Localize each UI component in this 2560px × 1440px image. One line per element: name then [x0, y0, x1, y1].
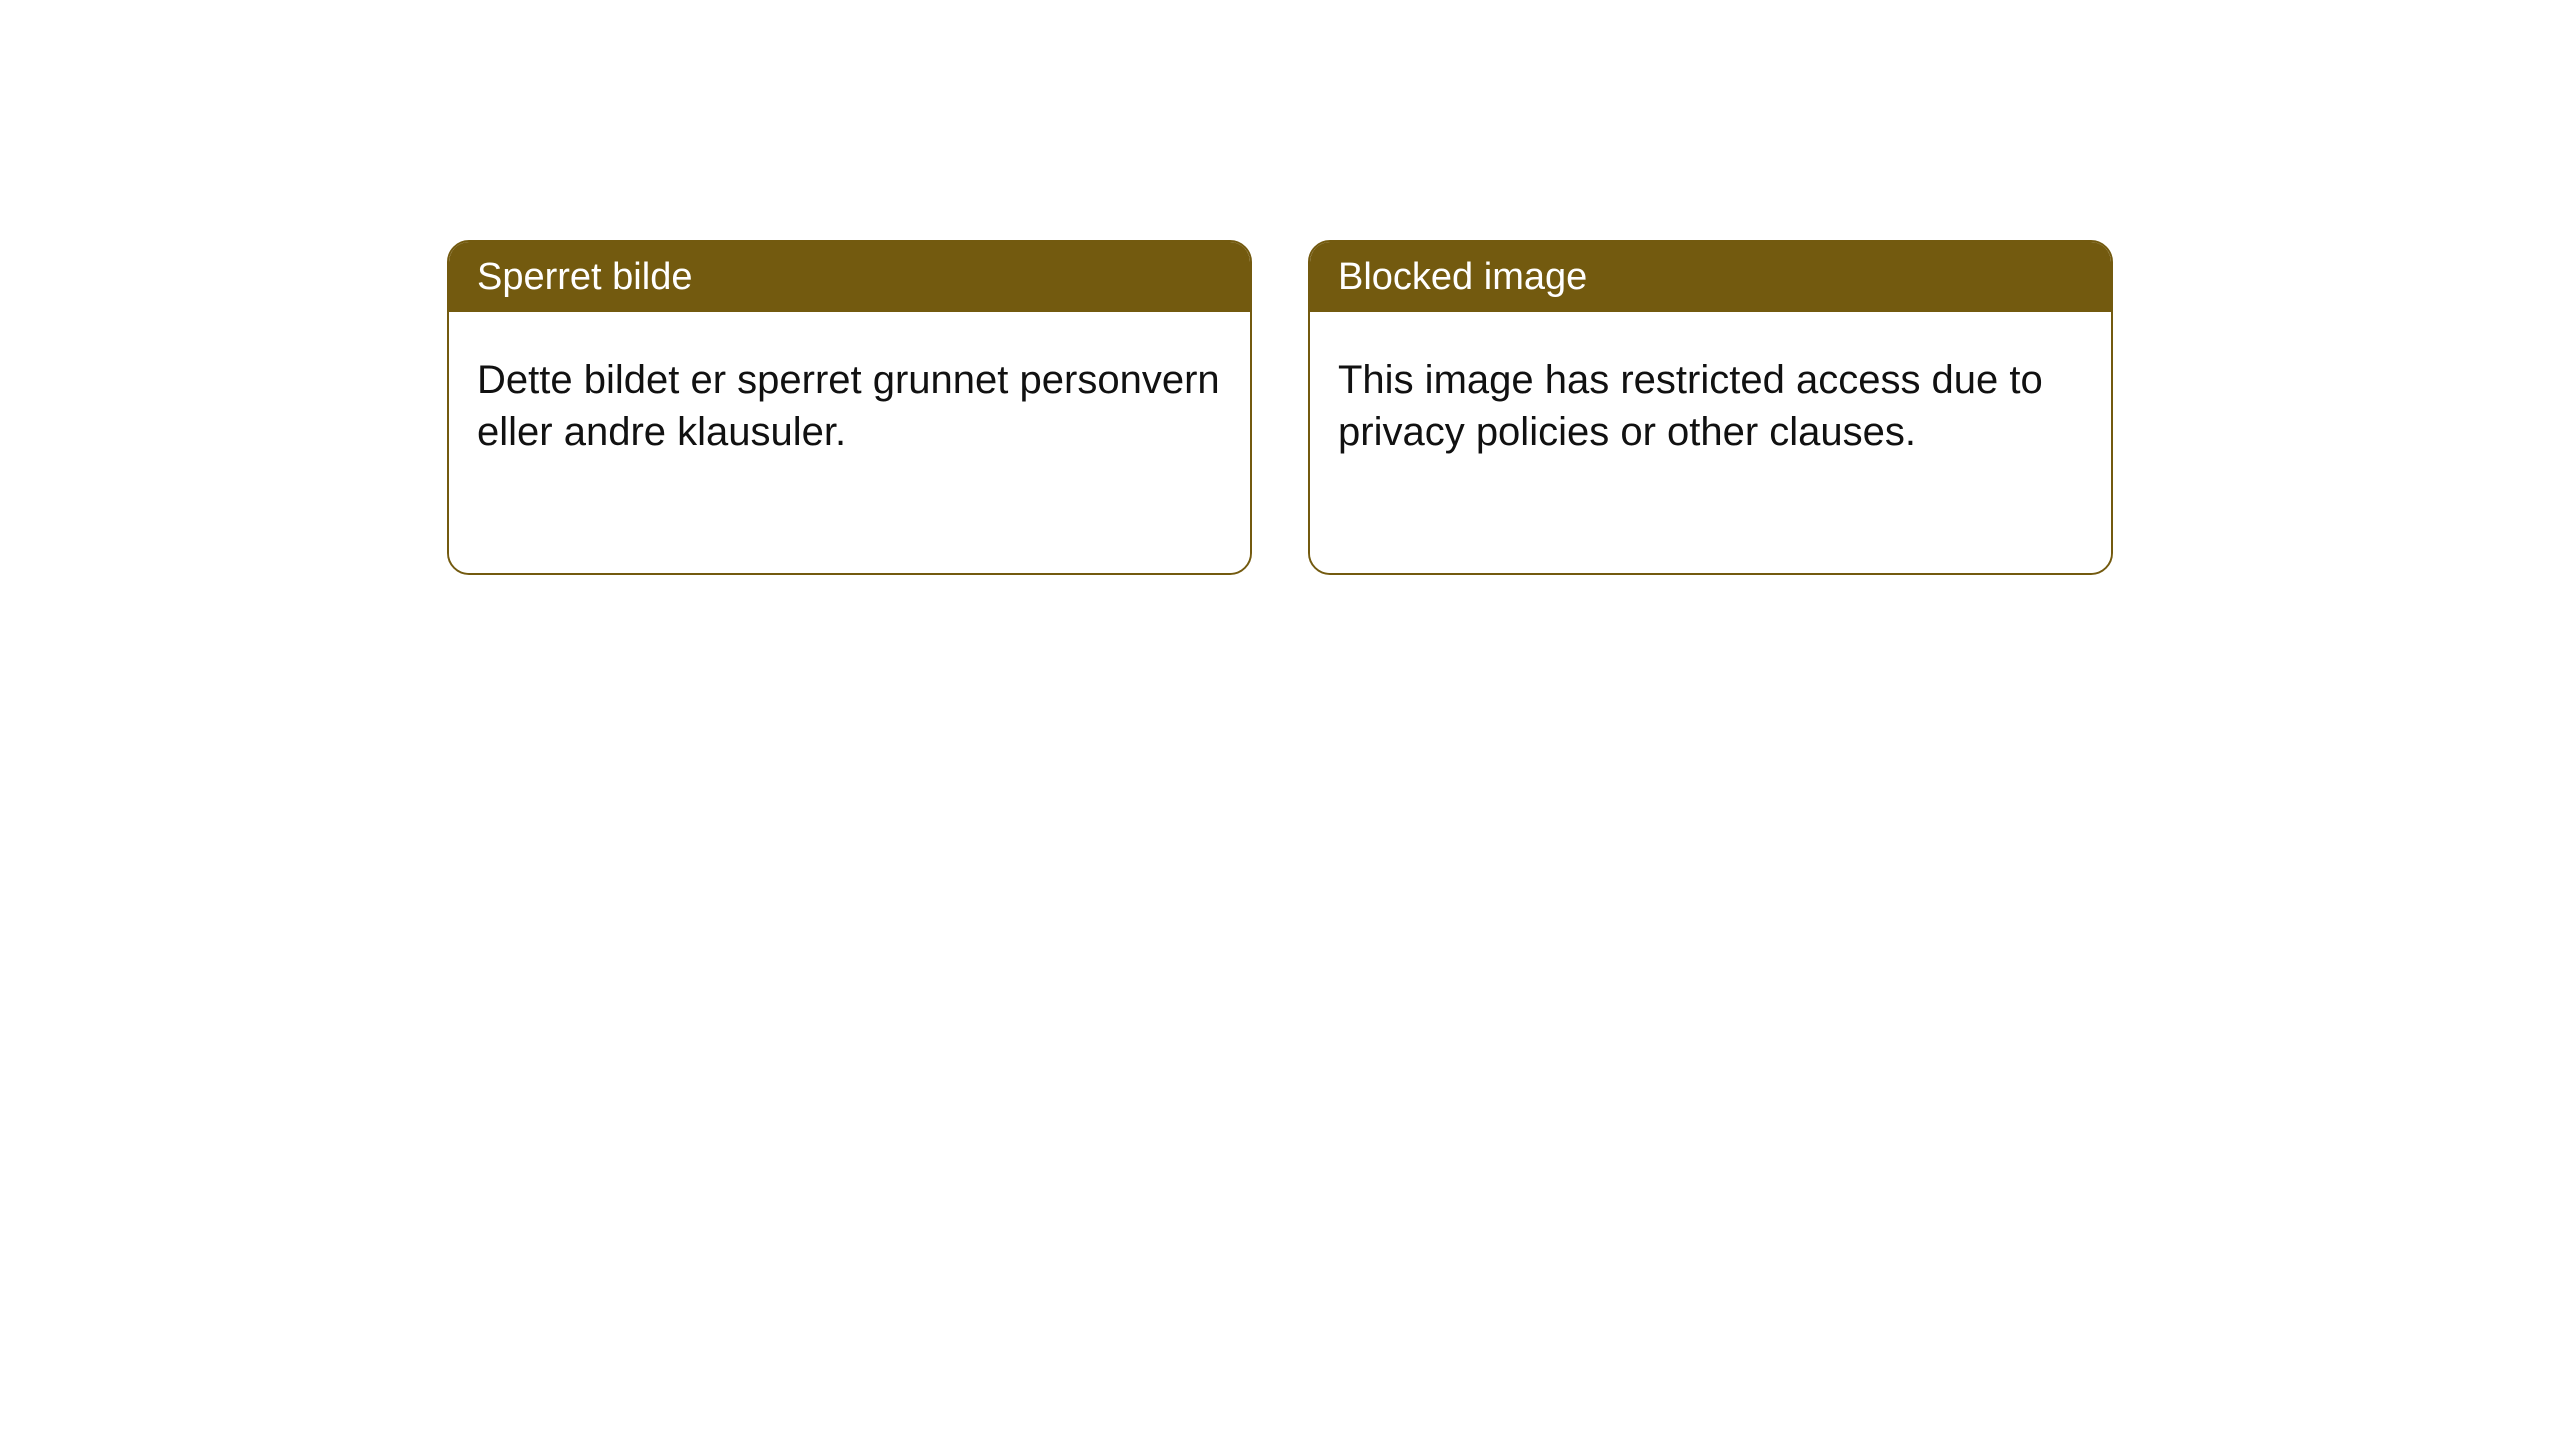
card-blocked-image-no: Sperret bilde Dette bildet er sperret gr…	[447, 240, 1252, 575]
cards-row: Sperret bilde Dette bildet er sperret gr…	[447, 240, 2113, 575]
card-blocked-image-en: Blocked image This image has restricted …	[1308, 240, 2113, 575]
card-body-en: This image has restricted access due to …	[1310, 312, 2111, 573]
card-header-en: Blocked image	[1310, 242, 2111, 312]
card-body-no: Dette bildet er sperret grunnet personve…	[449, 312, 1250, 573]
page-canvas: Sperret bilde Dette bildet er sperret gr…	[0, 0, 2560, 1440]
card-header-no: Sperret bilde	[449, 242, 1250, 312]
